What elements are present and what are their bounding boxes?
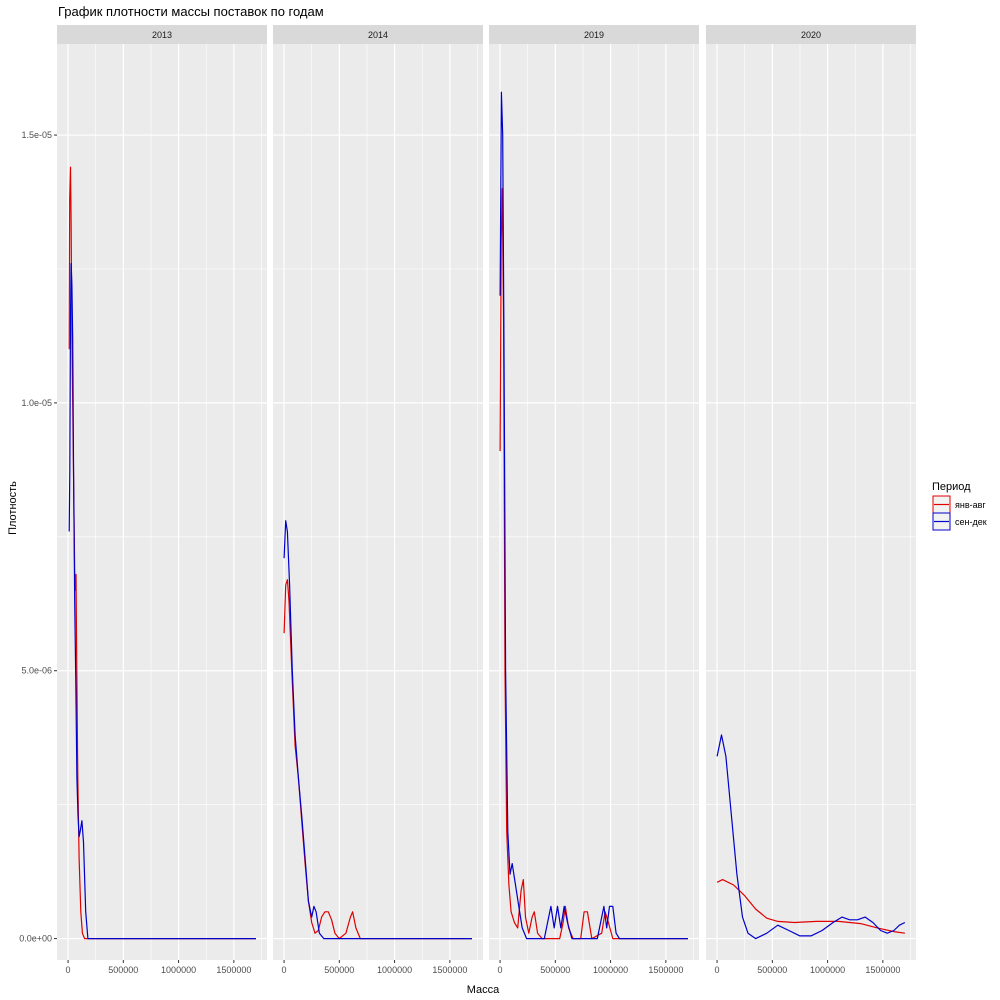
facet-strip xyxy=(273,25,483,44)
facet-panel-2013: 2013 0 500000 1000000 1500000 xyxy=(57,25,267,975)
facet-panel-2014: 2014 0 500000 1000000 1500000 xyxy=(273,25,483,975)
chart-title: График плотности массы поставок по годам xyxy=(58,4,324,19)
x-tick-label: 1000000 xyxy=(810,965,845,975)
facet-strip-label: 2013 xyxy=(152,30,172,40)
y-axis-title: Плотность xyxy=(7,481,19,535)
y-axis: 0.0e+00 5.0e-06 1.0e-05 1.5e-05 xyxy=(19,130,57,944)
x-tick-label: 1500000 xyxy=(648,965,683,975)
y-tick-label: 0.0e+00 xyxy=(19,934,52,944)
panel-background xyxy=(489,44,699,960)
legend: Период янв-авг сен-дек xyxy=(932,481,987,531)
x-tick-label: 0 xyxy=(66,965,71,975)
x-tick-label: 500000 xyxy=(540,965,570,975)
density-line-jan-aug xyxy=(499,188,688,940)
facet-strip-label: 2014 xyxy=(368,30,388,40)
panel-background xyxy=(57,44,267,960)
x-tick-label: 1500000 xyxy=(216,965,251,975)
x-tick-label: 0 xyxy=(715,965,720,975)
density-line-sep-dec xyxy=(499,91,688,940)
x-tick-label: 0 xyxy=(498,965,503,975)
facet-strip xyxy=(57,25,267,44)
x-tick-label: 500000 xyxy=(757,965,787,975)
x-tick-label: 1000000 xyxy=(161,965,196,975)
x-tick-label: 0 xyxy=(282,965,287,975)
y-tick-label: 1.0e-05 xyxy=(21,398,52,408)
facet-panels: 2013 0 500000 1000000 1500000 2014 0 500000 1000… xyxy=(57,25,916,975)
facet-panel-2020: 2020 0 500000 1000000 1500000 xyxy=(706,25,916,975)
facet-strip-label: 2019 xyxy=(584,30,604,40)
legend-entry-label: сен-дек xyxy=(955,517,987,527)
panel-background xyxy=(706,44,916,960)
x-tick-label: 500000 xyxy=(324,965,354,975)
x-tick-label: 1500000 xyxy=(432,965,467,975)
density-line-sep-dec xyxy=(283,520,472,940)
density-line-sep-dec xyxy=(68,263,256,940)
x-tick-label: 1000000 xyxy=(377,965,412,975)
panel-background xyxy=(273,44,483,960)
facet-strip xyxy=(489,25,699,44)
x-tick-label: 500000 xyxy=(108,965,138,975)
y-tick-label: 1.5e-05 xyxy=(21,130,52,140)
x-axis-title: Масса xyxy=(467,984,500,996)
x-tick-label: 1000000 xyxy=(593,965,628,975)
y-tick-label: 5.0e-06 xyxy=(21,666,52,676)
facet-strip-label: 2020 xyxy=(801,30,821,40)
legend-title: Период xyxy=(932,481,971,493)
facet-panel-2019: 2019 0 500000 1000000 1500000 xyxy=(489,25,699,975)
facet-strip xyxy=(706,25,916,44)
density-line-jan-aug xyxy=(716,879,905,934)
density-line-sep-dec xyxy=(716,734,906,940)
x-tick-label: 1500000 xyxy=(865,965,900,975)
legend-entry-label: янв-авг xyxy=(955,500,986,510)
